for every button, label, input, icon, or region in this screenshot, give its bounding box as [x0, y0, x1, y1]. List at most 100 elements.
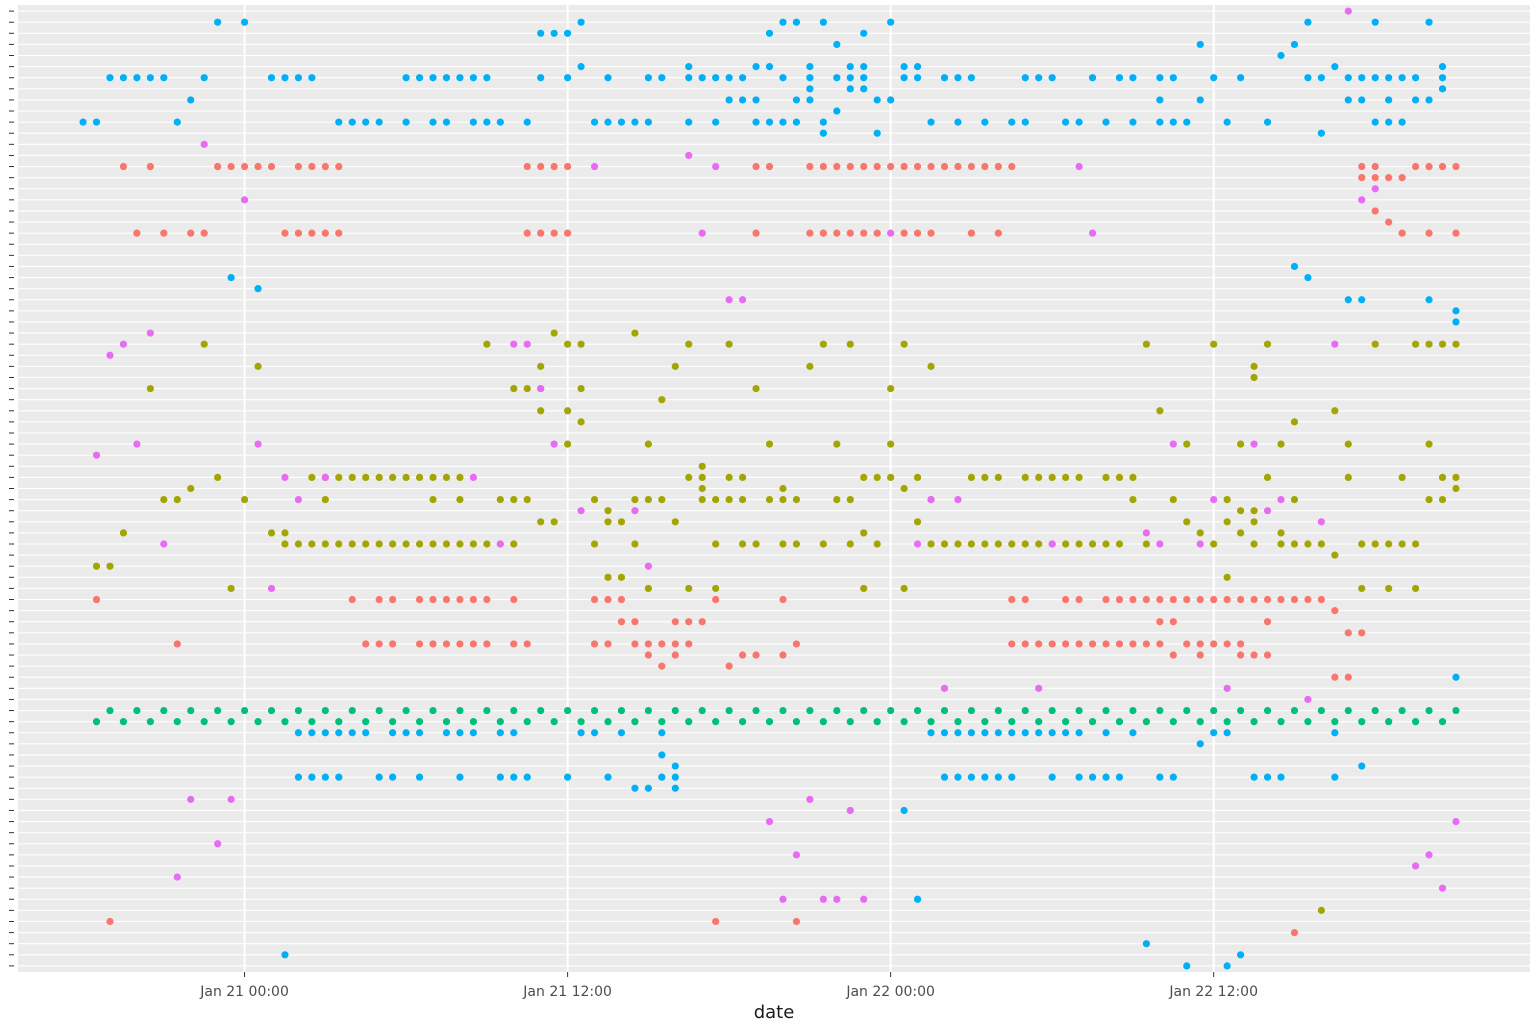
point — [362, 118, 370, 126]
point — [1411, 584, 1420, 593]
point — [550, 162, 558, 171]
point — [940, 540, 949, 548]
point — [227, 795, 235, 803]
point — [146, 162, 154, 171]
point — [537, 384, 545, 393]
point — [254, 718, 262, 726]
point — [1223, 684, 1231, 692]
point — [1263, 118, 1272, 126]
point — [537, 706, 545, 715]
point — [819, 895, 827, 903]
point — [1331, 773, 1339, 781]
point — [1048, 706, 1056, 715]
point — [92, 595, 101, 604]
point — [658, 773, 666, 781]
point — [160, 496, 168, 504]
point — [442, 118, 451, 126]
point — [1021, 540, 1029, 548]
point — [644, 562, 652, 570]
point — [469, 640, 477, 648]
point — [967, 229, 976, 237]
point — [685, 151, 693, 160]
point — [442, 540, 451, 548]
point — [1358, 540, 1366, 548]
point — [1250, 518, 1258, 526]
point — [119, 718, 128, 726]
point — [604, 74, 612, 82]
point — [1075, 473, 1083, 481]
point — [1358, 162, 1366, 171]
point — [1035, 74, 1043, 82]
point — [483, 595, 491, 604]
point — [550, 229, 558, 237]
point — [442, 640, 451, 648]
point — [550, 329, 558, 337]
point — [792, 718, 801, 726]
point — [1250, 773, 1258, 781]
point — [981, 718, 989, 726]
point — [1425, 296, 1433, 304]
point — [658, 718, 666, 726]
point — [415, 595, 424, 604]
point — [671, 640, 679, 648]
point — [967, 540, 976, 548]
point — [1048, 729, 1056, 737]
point — [119, 340, 128, 348]
point — [927, 162, 935, 171]
point — [1196, 96, 1204, 104]
point — [483, 706, 491, 715]
point — [1169, 118, 1177, 126]
point — [1196, 40, 1204, 49]
point — [981, 729, 989, 737]
point — [510, 706, 518, 715]
point — [106, 917, 114, 926]
point — [1237, 651, 1245, 659]
point — [873, 229, 881, 237]
point — [1223, 496, 1231, 504]
point — [254, 285, 262, 293]
point — [1263, 618, 1272, 626]
point — [900, 718, 908, 726]
point — [631, 329, 639, 337]
point — [604, 118, 612, 126]
point — [523, 384, 531, 393]
point — [523, 496, 531, 504]
point — [1317, 518, 1325, 526]
point — [146, 718, 154, 726]
point — [927, 718, 935, 726]
point — [1048, 74, 1056, 82]
point — [1115, 640, 1124, 648]
point — [321, 162, 329, 171]
point — [92, 562, 101, 570]
point — [469, 473, 477, 481]
point — [631, 618, 639, 626]
point — [685, 618, 693, 626]
point — [550, 718, 558, 726]
point — [644, 651, 652, 659]
point — [698, 618, 706, 626]
point — [725, 496, 733, 504]
point — [644, 784, 652, 792]
point — [294, 706, 303, 715]
point — [1371, 118, 1379, 126]
point — [1183, 118, 1191, 126]
point — [1142, 640, 1150, 648]
point — [1411, 718, 1420, 726]
point — [1156, 640, 1164, 648]
point — [1169, 651, 1177, 659]
point — [1385, 174, 1393, 182]
point — [887, 96, 895, 104]
point — [685, 118, 693, 126]
point — [1304, 595, 1312, 604]
point — [671, 651, 679, 659]
point — [1331, 607, 1339, 615]
point — [1156, 773, 1164, 781]
point — [1008, 773, 1016, 781]
point — [1048, 773, 1056, 781]
point — [1021, 706, 1029, 715]
point — [981, 473, 989, 481]
point — [1035, 540, 1043, 548]
point — [1385, 718, 1393, 726]
point — [712, 540, 720, 548]
